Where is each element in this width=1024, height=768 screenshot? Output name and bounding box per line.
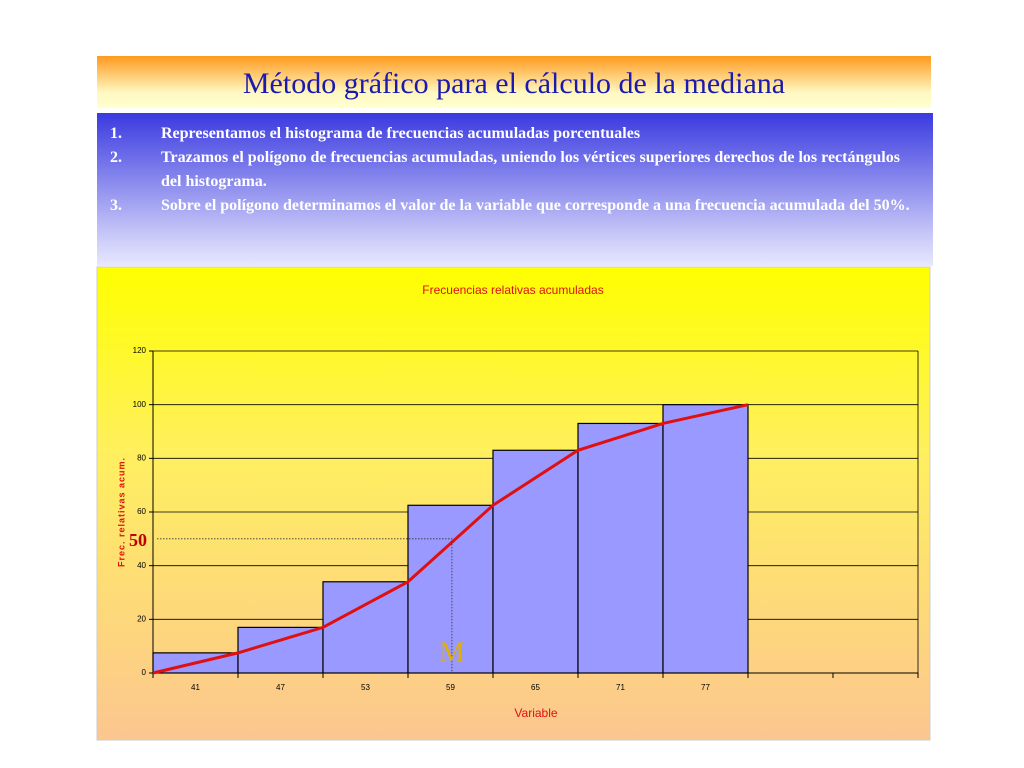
y-tick-label: 60 [137,507,146,516]
y-tick-label: 0 [142,668,147,677]
y-tick-label: 80 [137,453,146,462]
median-y-label: 50 [129,530,147,550]
step-text: Representamos el histograma de frecuenci… [161,125,641,142]
x-tick-label: 59 [446,683,455,692]
median-guide [157,538,453,673]
step: 2. Trazamos el polígono de frecuencias ac… [110,146,923,194]
bar [492,449,579,674]
step-number: 2. [110,149,122,166]
y-tick-label: 120 [133,346,147,355]
x-tick-label: 77 [701,683,710,692]
step-text: Trazamos el polígono de frecuencias acum… [161,149,900,190]
steps: 1. Representamos el histograma de frecuen… [97,113,933,266]
step-text: Sobre el polígono determinamos el valor … [161,197,910,214]
y-tick-label: 100 [133,400,147,409]
step: 1. Representamos el histograma de frecuen… [110,122,923,146]
slide-title: Método gráfico para el cálculo de la med… [97,56,931,108]
bar [662,404,749,674]
y-tick-label: 20 [137,614,146,623]
cumulative-polygon [152,403,749,675]
bar [322,581,409,674]
x-tick-label: 41 [191,683,200,692]
x-axis-label: Variable [514,706,557,720]
step-number: 1. [110,125,122,142]
x-tick-label: 47 [276,683,285,692]
bar [577,422,664,674]
x-tick-label: 71 [616,683,625,692]
median-x-label: M [439,637,464,668]
chart-title: Frecuencias relativas acumuladas [422,283,603,297]
bar [407,504,494,674]
y-axis-label: Frec. relativas acum. [116,457,126,567]
x-tick-label: 65 [531,683,540,692]
y-tick-label: 40 [137,561,146,570]
step: 3. Sobre el polígono determinamos el valo… [110,194,923,218]
step-number: 3. [110,197,122,214]
x-tick-label: 53 [361,683,370,692]
